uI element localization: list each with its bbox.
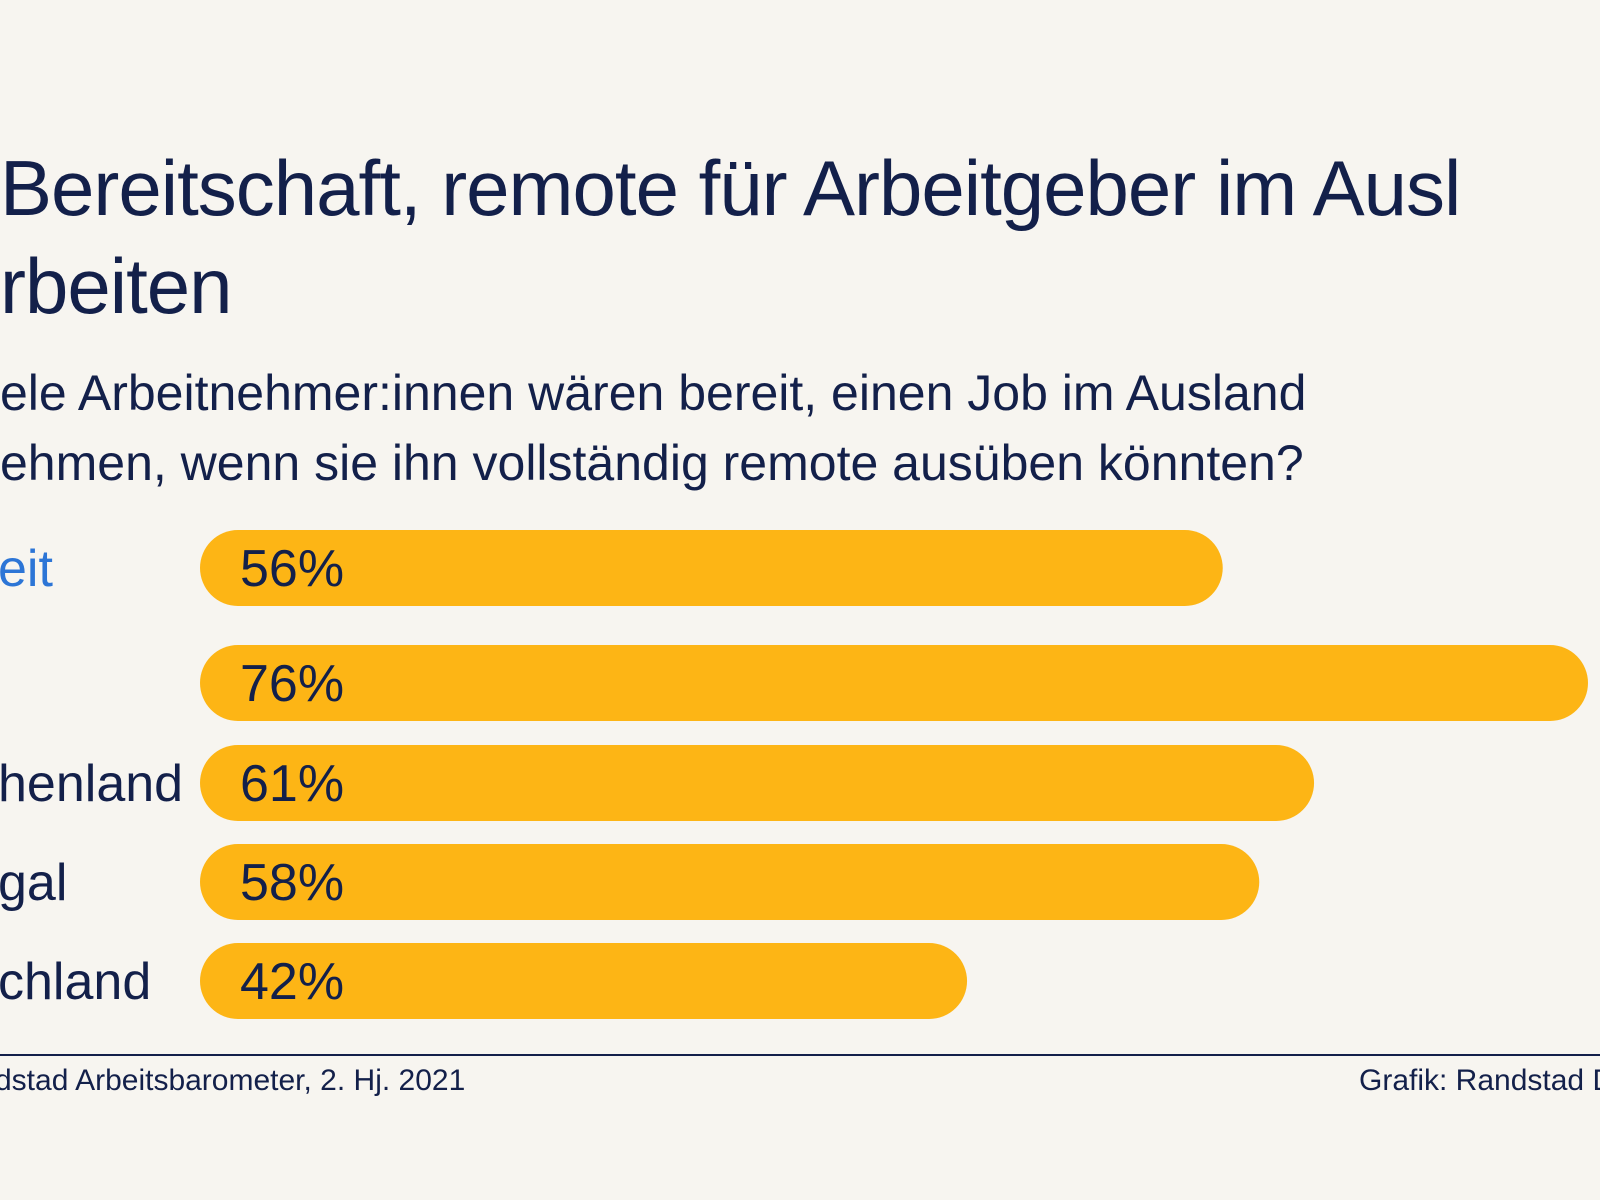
bar-value-label-2: 61%	[240, 755, 344, 813]
bar-value-label-0: 56%	[240, 540, 344, 598]
bar-value-label-1: 76%	[240, 655, 344, 713]
graphic-credit: Grafik: Randstad D	[1359, 1064, 1600, 1097]
bar-0	[200, 530, 1223, 606]
bar-value-label-4: 42%	[240, 953, 344, 1011]
chart-title: Bereitschaft, remote für Arbeitgeber im …	[0, 138, 1461, 330]
source-note: dstad Arbeitsbarometer, 2. Hj. 2021	[0, 1064, 466, 1097]
chart-title-container: Bereitschaft, remote für Arbeitgeber im …	[0, 0, 1600, 330]
chart-subtitle: ele Arbeitnehmer:innen wären bereit, ein…	[0, 358, 1306, 498]
bar-value-label-3: 58%	[240, 854, 344, 912]
chart-subtitle-line-1: ele Arbeitnehmer:innen wären bereit, ein…	[0, 365, 1307, 421]
bar-chart: 56% eit 76% 61% henland 58% gal 42% chland	[0, 530, 1588, 1019]
bar-4	[200, 943, 968, 1019]
footer-divider	[0, 1054, 1600, 1056]
chart-title-line-1: Bereitschaft, remote für Arbeitgeber im …	[0, 144, 1461, 232]
bar-1	[200, 645, 1588, 721]
chart-subtitle-line-2: ehmen, wenn sie ihn vollständig remote a…	[0, 435, 1304, 491]
chart-subtitle-container: ele Arbeitnehmer:innen wären bereit, ein…	[0, 350, 1600, 500]
category-label-2: henland	[0, 755, 183, 813]
category-label-4: chland	[0, 953, 151, 1011]
chart-title-line-2: rbeiten	[0, 242, 233, 330]
category-label-3: gal	[0, 854, 67, 912]
bar-3	[200, 844, 1260, 920]
bar-2	[200, 745, 1315, 821]
category-label-0: eit	[0, 540, 53, 598]
